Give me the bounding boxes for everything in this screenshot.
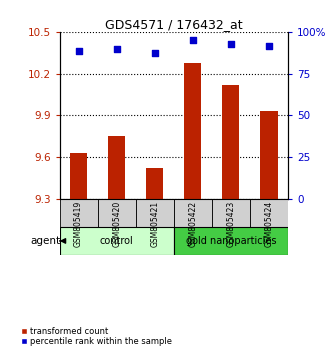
Bar <box>60 199 98 227</box>
Bar <box>222 85 239 199</box>
Point <box>76 48 81 54</box>
Bar <box>70 153 87 199</box>
Bar <box>212 199 250 227</box>
Bar <box>60 227 174 255</box>
Text: GSM805420: GSM805420 <box>112 200 121 247</box>
Bar <box>174 199 212 227</box>
Bar <box>146 169 163 199</box>
Title: GDS4571 / 176432_at: GDS4571 / 176432_at <box>105 18 243 31</box>
Text: GSM805421: GSM805421 <box>150 200 159 247</box>
Text: GSM805424: GSM805424 <box>264 200 273 247</box>
Legend: transformed count, percentile rank within the sample: transformed count, percentile rank withi… <box>21 327 172 346</box>
Text: GSM805423: GSM805423 <box>226 200 235 247</box>
Bar <box>108 136 125 199</box>
Bar <box>184 63 201 199</box>
Point <box>114 46 119 51</box>
Text: gold nanoparticles: gold nanoparticles <box>186 236 276 246</box>
Text: GSM805419: GSM805419 <box>74 200 83 247</box>
Point <box>228 41 234 47</box>
Text: GSM805422: GSM805422 <box>188 200 197 247</box>
Point <box>266 43 271 48</box>
Bar <box>174 227 288 255</box>
Text: agent: agent <box>30 236 60 246</box>
Bar <box>250 199 288 227</box>
Point <box>190 38 195 43</box>
Bar <box>260 111 277 199</box>
Bar <box>98 199 136 227</box>
Bar <box>136 199 174 227</box>
Text: control: control <box>100 236 133 246</box>
Point <box>152 50 158 56</box>
